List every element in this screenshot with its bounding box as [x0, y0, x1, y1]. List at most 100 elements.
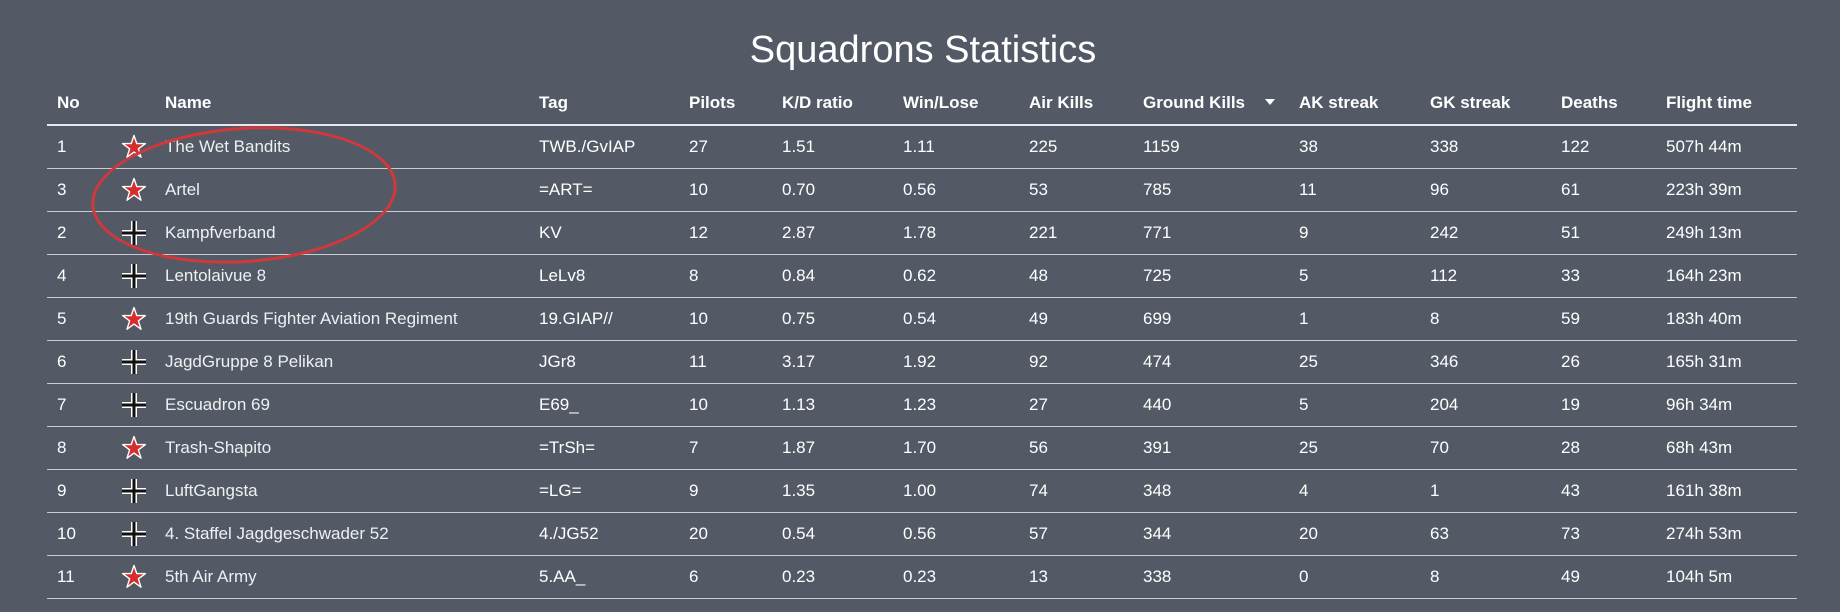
column-header-name[interactable]: Name: [155, 82, 529, 126]
cell-air-kills: 221: [1019, 211, 1133, 255]
cell-no: 5: [47, 297, 107, 341]
emblem-cell: [107, 254, 155, 298]
balkenkreuz-icon: [117, 221, 147, 245]
balkenkreuz-icon: [117, 522, 147, 546]
cell-ground-kills: 771: [1133, 211, 1289, 255]
table-row[interactable]: 1 The Wet Bandits TWB./GvIAP 27 1.51 1.11 225 1…: [47, 125, 1797, 169]
cell-tag: JGr8: [529, 340, 679, 384]
cell-name[interactable]: Escuadron 69: [155, 383, 529, 427]
cell-name[interactable]: 5th Air Army: [155, 555, 529, 599]
emblem-cell: [107, 168, 155, 212]
emblem-cell: [107, 297, 155, 341]
cell-win-lose: 0.56: [893, 512, 1019, 556]
cell-no: 11: [47, 555, 107, 599]
cell-no: 8: [47, 426, 107, 470]
cell-ak-streak: 4: [1289, 469, 1420, 513]
table-row[interactable]: 5 19th Guards Fighter Aviation Regiment 19…: [47, 297, 1797, 341]
column-header-ground-kills[interactable]: Ground Kills: [1133, 82, 1289, 126]
cell-name[interactable]: JagdGruppe 8 Pelikan: [155, 340, 529, 384]
column-header-pilots[interactable]: Pilots: [679, 82, 772, 126]
emblem-cell: [107, 512, 155, 556]
cell-name[interactable]: Trash-Shapito: [155, 426, 529, 470]
table-row[interactable]: 3 Artel =ART= 10 0.70 0.56 53 785 11 96 61 223h 39m: [47, 168, 1797, 212]
column-header-kd-ratio[interactable]: K/D ratio: [772, 82, 893, 126]
column-header-no[interactable]: No: [47, 82, 107, 126]
cell-pilots: 20: [679, 512, 772, 556]
column-header-emblem: [107, 82, 155, 126]
emblem-cell: [107, 555, 155, 599]
cell-deaths: 59: [1551, 297, 1656, 341]
balkenkreuz-icon: [117, 393, 147, 417]
column-header-flight-time[interactable]: Flight time: [1656, 82, 1797, 126]
cell-name[interactable]: The Wet Bandits: [155, 125, 529, 169]
cell-gk-streak: 112: [1420, 254, 1551, 298]
table-row[interactable]: 4 Lentolaivue 8 LeLv8 8 0.84 0.62 48 725 5 112 33 1…: [47, 254, 1797, 298]
cell-deaths: 43: [1551, 469, 1656, 513]
cell-name[interactable]: 4. Staffel Jagdgeschwader 52: [155, 512, 529, 556]
cell-pilots: 10: [679, 168, 772, 212]
cell-pilots: 12: [679, 211, 772, 255]
column-header-win-lose[interactable]: Win/Lose: [893, 82, 1019, 126]
cell-tag: =TrSh=: [529, 426, 679, 470]
cell-ak-streak: 25: [1289, 426, 1420, 470]
cell-gk-streak: 1: [1420, 469, 1551, 513]
cell-name[interactable]: LuftGangsta: [155, 469, 529, 513]
cell-flight-time: 104h 5m: [1656, 555, 1797, 599]
cell-no: 1: [47, 125, 107, 169]
column-header-ak-streak[interactable]: AK streak: [1289, 82, 1420, 126]
cell-pilots: 8: [679, 254, 772, 298]
column-header-air-kills[interactable]: Air Kills: [1019, 82, 1133, 126]
cell-air-kills: 27: [1019, 383, 1133, 427]
cell-air-kills: 49: [1019, 297, 1133, 341]
cell-name[interactable]: Lentolaivue 8: [155, 254, 529, 298]
cell-name[interactable]: Artel: [155, 168, 529, 212]
table-row[interactable]: 7 Escuadron 69 E69_ 10 1.13 1.23 27 440 5 204 19 96…: [47, 383, 1797, 427]
red-star-icon: [117, 177, 147, 201]
cell-deaths: 73: [1551, 512, 1656, 556]
cell-kd-ratio: 3.17: [772, 340, 893, 384]
cell-flight-time: 68h 43m: [1656, 426, 1797, 470]
page-title: Squadrons Statistics: [749, 29, 1097, 71]
cell-ak-streak: 11: [1289, 168, 1420, 212]
cell-gk-streak: 96: [1420, 168, 1551, 212]
cell-air-kills: 53: [1019, 168, 1133, 212]
table-row[interactable]: 8 Trash-Shapito =TrSh= 7 1.87 1.70 56 391 25 70 28…: [47, 426, 1797, 470]
cell-gk-streak: 346: [1420, 340, 1551, 384]
column-header-deaths[interactable]: Deaths: [1551, 82, 1656, 126]
table-row[interactable]: 9 LuftGangsta =LG= 9 1.35 1.00 74 348 4 1 43 161h 3…: [47, 469, 1797, 513]
table-row[interactable]: 2 Kampfverband KV 12 2.87 1.78 221 771 9 242 51 249…: [47, 211, 1797, 255]
cell-name[interactable]: Kampfverband: [155, 211, 529, 255]
cell-win-lose: 0.23: [893, 555, 1019, 599]
red-star-icon: [117, 564, 147, 588]
cell-air-kills: 74: [1019, 469, 1133, 513]
red-star-icon: [117, 435, 147, 459]
cell-gk-streak: 338: [1420, 125, 1551, 169]
cell-kd-ratio: 0.54: [772, 512, 893, 556]
cell-flight-time: 164h 23m: [1656, 254, 1797, 298]
table-row[interactable]: 10 4. Staffel Jagdgeschwader 52 4./JG52 20 0…: [47, 512, 1797, 556]
column-header-tag[interactable]: Tag: [529, 82, 679, 126]
cell-name[interactable]: 19th Guards Fighter Aviation Regiment: [155, 297, 529, 341]
table-row[interactable]: 6 JagdGruppe 8 Pelikan JGr8 11 3.17 1.92 92 474…: [47, 340, 1797, 384]
cell-kd-ratio: 2.87: [772, 211, 893, 255]
cell-win-lose: 1.23: [893, 383, 1019, 427]
cell-flight-time: 507h 44m: [1656, 125, 1797, 169]
cell-pilots: 10: [679, 383, 772, 427]
cell-tag: 4./JG52: [529, 512, 679, 556]
cell-win-lose: 1.11: [893, 125, 1019, 169]
cell-tag: 19.GIAP//: [529, 297, 679, 341]
cell-ground-kills: 338: [1133, 555, 1289, 599]
emblem-cell: [107, 340, 155, 384]
column-header-gk-streak[interactable]: GK streak: [1420, 82, 1551, 126]
cell-pilots: 27: [679, 125, 772, 169]
cell-win-lose: 1.92: [893, 340, 1019, 384]
balkenkreuz-icon: [117, 479, 147, 503]
cell-kd-ratio: 1.51: [772, 125, 893, 169]
table-row[interactable]: 11 5th Air Army 5.AA_ 6 0.23 0.23 13 338 0 8 49 104…: [47, 555, 1797, 599]
cell-flight-time: 183h 40m: [1656, 297, 1797, 341]
cell-tag: =LG=: [529, 469, 679, 513]
cell-ground-kills: 348: [1133, 469, 1289, 513]
cell-kd-ratio: 1.13: [772, 383, 893, 427]
squadrons-table: No Name Tag Pilots K/D ratio Win/Lose Ai…: [47, 82, 1797, 599]
red-star-icon: [117, 306, 147, 330]
